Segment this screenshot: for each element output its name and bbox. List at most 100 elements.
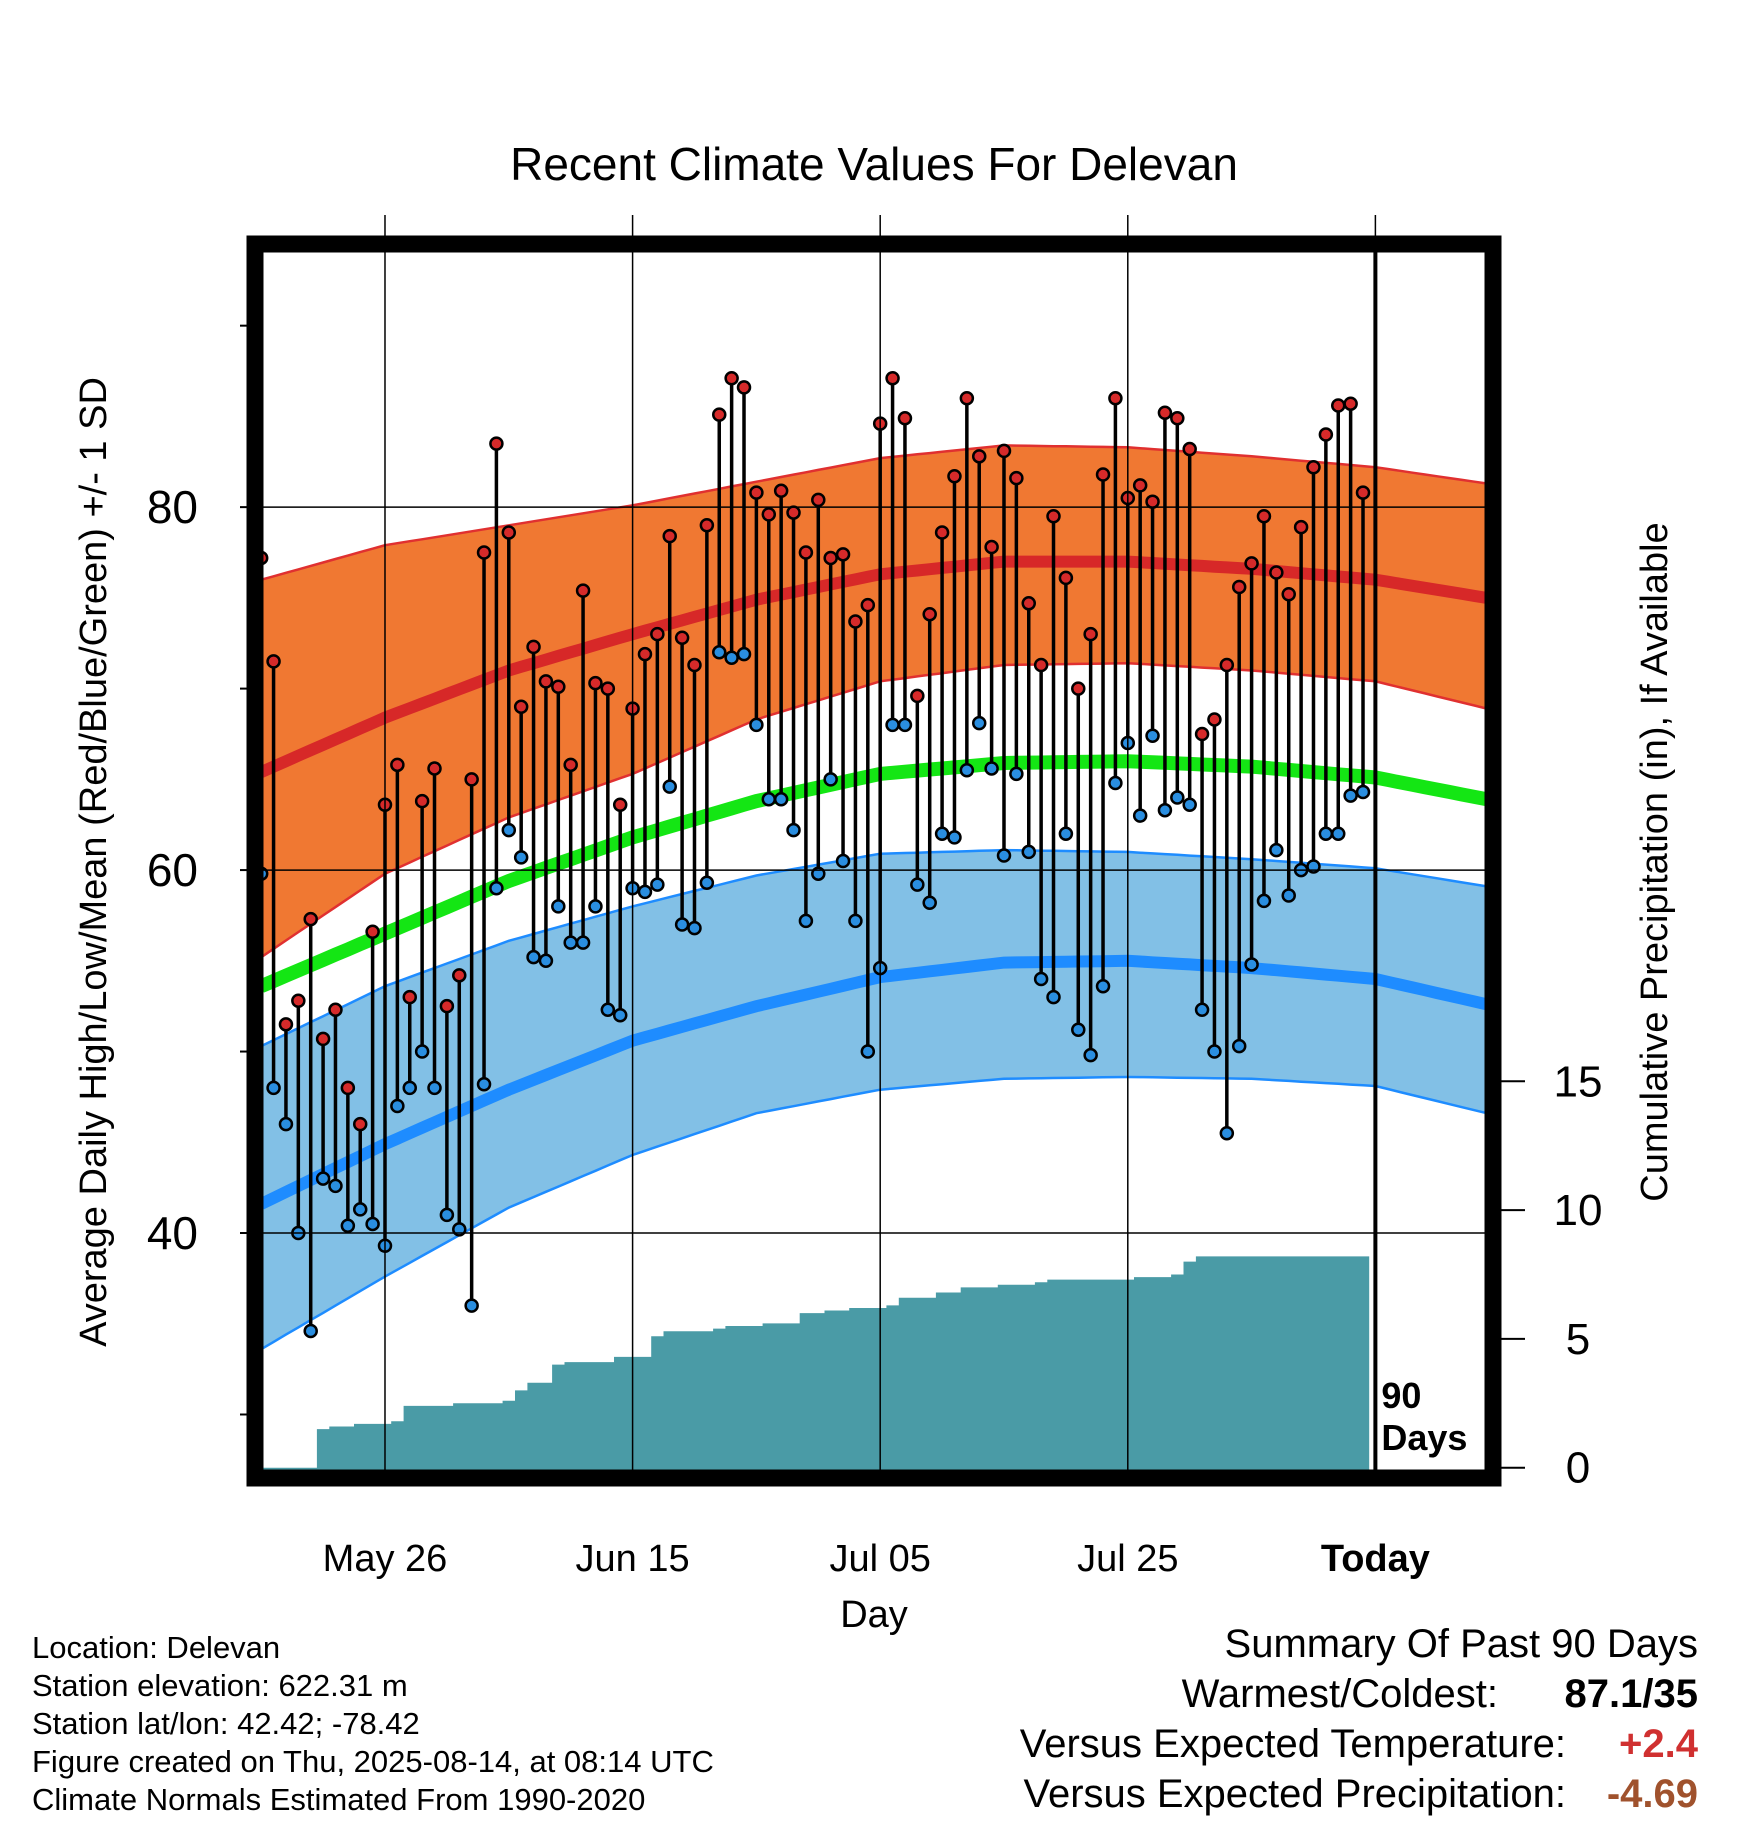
daily-low-point: [1281, 888, 1296, 903]
daily-low-point: [761, 792, 777, 807]
daily-low-point: [575, 935, 591, 950]
daily-low-point: [959, 763, 975, 778]
y-left-tick-label: 60: [147, 844, 198, 896]
daily-high-point: [476, 545, 492, 560]
daily-high-point: [860, 597, 876, 613]
summary-precip-value: -4.69: [1606, 1772, 1698, 1816]
daily-low-point: [1108, 775, 1123, 791]
daily-high-point: [922, 606, 937, 622]
daily-high-point: [439, 998, 455, 1014]
daily-low-point: [650, 877, 665, 892]
daily-high-point: [291, 993, 306, 1008]
daily-high-point: [1231, 579, 1247, 595]
daily-high-point: [650, 626, 665, 642]
daily-high-point: [427, 761, 442, 776]
daily-high-point: [1219, 657, 1235, 673]
daily-high-point: [1194, 726, 1210, 742]
daily-low-point: [1231, 1038, 1247, 1054]
plot-content: [255, 244, 1489, 1478]
daily-low-point: [996, 848, 1012, 863]
daily-high-point: [1145, 494, 1160, 509]
daily-low-point: [749, 717, 764, 733]
daily-high-point: [910, 688, 925, 704]
daily-high-point: [637, 646, 653, 662]
daily-low-point: [489, 880, 504, 896]
daily-high-point: [1318, 427, 1334, 442]
daily-low-point: [922, 895, 937, 910]
daily-low-point: [1071, 1022, 1086, 1038]
daily-low-point: [1219, 1125, 1235, 1141]
daily-high-point: [575, 583, 591, 598]
daily-high-point: [699, 518, 715, 533]
daily-high-point: [1083, 626, 1098, 642]
y-right-tick-label: 15: [1554, 1057, 1603, 1106]
daily-high-point: [1306, 459, 1321, 475]
daily-high-point: [736, 380, 752, 395]
daily-low-point: [352, 1202, 368, 1217]
summary-precip-label: Versus Expected Precipitation:: [1023, 1772, 1566, 1816]
daily-high-point: [328, 1002, 343, 1018]
daily-high-point: [1095, 467, 1111, 482]
daily-low-point: [1021, 844, 1036, 860]
daily-low-point: [513, 850, 529, 865]
daily-low-point: [1182, 797, 1197, 812]
daily-low-point: [835, 853, 851, 869]
y-left-tick-label: 80: [147, 481, 198, 533]
daily-high-point: [526, 639, 541, 655]
low-band-upper-edge: [260, 848, 1487, 1048]
daily-low-point: [1170, 790, 1185, 805]
daily-low-point: [848, 913, 863, 929]
today-marker-label-line: Days: [1381, 1417, 1467, 1458]
daily-high-point: [513, 699, 529, 714]
daily-low-point: [971, 715, 987, 731]
daily-high-point: [551, 679, 566, 695]
y-axis-label-left: Average Daily High/Low/Mean (Red/Blue/Gr…: [73, 377, 115, 1347]
info-created: Figure created on Thu, 2025-08-14, at 08…: [32, 1744, 714, 1779]
summary-warmest-label: Warmest/Coldest:: [1181, 1672, 1498, 1716]
y-right-tick-label: 10: [1554, 1186, 1603, 1235]
daily-low-point: [612, 1008, 628, 1023]
daily-high-point: [835, 547, 851, 562]
daily-low-point: [860, 1044, 876, 1059]
high-sd-band: [261, 445, 1487, 958]
daily-high-point: [1244, 556, 1259, 571]
info-latlon: Station lat/lon: 42.42; -78.42: [32, 1706, 420, 1741]
daily-low-point: [600, 1002, 616, 1018]
daily-high-point: [1058, 570, 1074, 586]
daily-high-point: [1281, 586, 1296, 602]
daily-high-point: [724, 371, 739, 386]
daily-low-point: [1244, 957, 1259, 972]
daily-high-point: [340, 1080, 356, 1096]
mean-normal-line: [258, 754, 1489, 993]
daily-high-point: [612, 797, 628, 812]
daily-low-point: [699, 875, 715, 891]
daily-high-point: [897, 410, 913, 426]
info-normals: Climate Normals Estimated From 1990-2020: [32, 1782, 646, 1817]
daily-low-point: [662, 779, 677, 794]
daily-low-point: [1256, 893, 1272, 909]
daily-high-point: [315, 1031, 331, 1047]
daily-high-point: [1269, 565, 1284, 580]
daily-high-point: [538, 674, 554, 689]
daily-low-point: [414, 1044, 430, 1059]
daily-high-point: [365, 924, 380, 940]
daily-high-point: [959, 391, 975, 406]
daily-low-point: [303, 1323, 318, 1339]
daily-low-point: [885, 717, 900, 733]
daily-high-point: [1046, 508, 1061, 524]
low-normal-line: [258, 954, 1489, 1210]
x-tick-label: Jul 05: [829, 1538, 930, 1580]
daily-low-point: [724, 650, 739, 666]
axes: 40 60 80 0 5 10 15 May 26 Jun 15 Jul 05 Jul 25 Toda…: [147, 235, 1603, 1580]
daily-low-point: [315, 1171, 331, 1186]
daily-low-point: [563, 935, 578, 950]
high-band-lower-edge: [260, 661, 1488, 959]
daily-high-point: [266, 654, 281, 669]
daily-high-point: [947, 469, 962, 484]
daily-high-point: [1170, 410, 1185, 426]
daily-high-point: [390, 757, 405, 773]
daily-low-point: [897, 717, 913, 733]
daily-low-point: [773, 792, 789, 807]
daily-high-point: [1331, 398, 1346, 413]
daily-high-point: [773, 483, 789, 499]
